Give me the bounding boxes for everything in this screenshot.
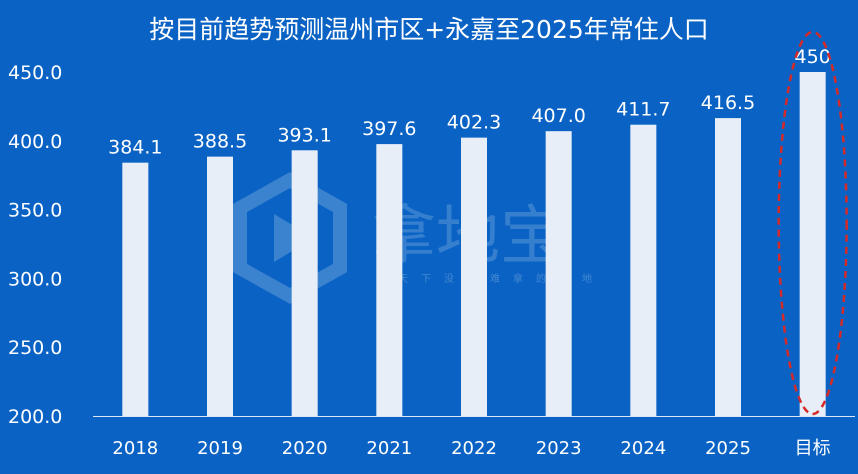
- x-tick-label: 目标: [795, 438, 831, 459]
- x-tick-label: 2018: [112, 438, 158, 459]
- data-label: 397.6: [362, 118, 416, 140]
- data-label: 407.0: [531, 105, 585, 127]
- y-tick-label: 200.0: [8, 406, 62, 428]
- y-axis: 200.0 250.0 300.0 350.0 400.0 450.0: [8, 62, 62, 428]
- highlight-ellipse: [777, 30, 848, 416]
- data-label: 402.3: [447, 112, 501, 134]
- bar: [291, 150, 318, 416]
- y-tick-label: 350.0: [8, 200, 62, 222]
- chart-title: 按目前趋势预测温州市区+永嘉至2025年常住人口: [149, 15, 709, 44]
- y-tick-label: 450.0: [8, 62, 62, 84]
- y-tick-label: 400.0: [8, 131, 62, 153]
- bar: [122, 162, 149, 416]
- x-tick-label: 2022: [451, 438, 497, 459]
- bar: [545, 131, 572, 416]
- x-tick-label: 2020: [282, 438, 328, 459]
- bar: [461, 137, 487, 416]
- x-tick-label: 2025: [705, 438, 751, 459]
- y-tick-label: 250.0: [8, 337, 62, 359]
- data-label: 411.7: [616, 99, 670, 121]
- bar: [799, 72, 826, 416]
- data-labels: 384.1 388.5 393.1 397.6 402.3 407.0 411.7 416.5…: [108, 46, 831, 159]
- data-label: 384.1: [108, 137, 162, 159]
- data-label: 416.5: [701, 92, 755, 114]
- hexagon-play-icon: [233, 171, 347, 305]
- x-tick-label: 2023: [536, 438, 582, 459]
- x-axis: 2018 2019 2020 2021 2022 2023 2024 2025 目标: [112, 438, 830, 459]
- x-tick-label: 2019: [197, 438, 243, 459]
- bars: [122, 72, 826, 416]
- x-tick-label: 2024: [620, 438, 666, 459]
- data-label: 450: [795, 46, 831, 68]
- watermark-tagline: 天下没有难拿的土地: [398, 272, 605, 285]
- data-label: 388.5: [193, 131, 247, 153]
- data-label: 393.1: [277, 124, 331, 146]
- bar: [715, 118, 741, 416]
- y-tick-label: 300.0: [8, 268, 62, 290]
- bar: [630, 124, 657, 416]
- x-tick-label: 2021: [366, 438, 412, 459]
- bar: [207, 156, 233, 416]
- bar: [376, 144, 403, 416]
